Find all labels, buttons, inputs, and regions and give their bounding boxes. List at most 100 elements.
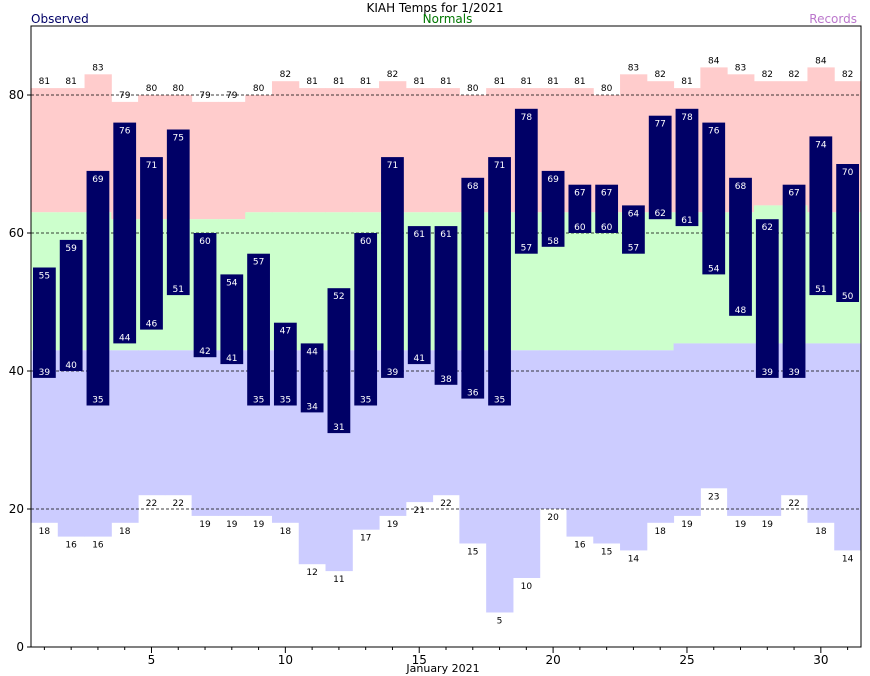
- record-high-label: 82: [654, 70, 665, 80]
- legend-normals-label: Normals: [422, 12, 473, 26]
- observed-high-label: 67: [601, 189, 612, 199]
- observed-bars: [33, 108, 859, 434]
- normal-band: [566, 212, 594, 351]
- observed-low-label: 60: [601, 223, 613, 233]
- legend-observed-label: Observed: [31, 12, 89, 26]
- observed-bar: [381, 157, 404, 378]
- record-low-label: 22: [788, 499, 799, 509]
- record-low-band: [539, 350, 567, 509]
- observed-high-label: 71: [494, 161, 505, 171]
- observed-high-label: 60: [360, 237, 372, 247]
- record-low-band: [727, 343, 755, 516]
- observed-high-label: 76: [708, 127, 720, 137]
- record-low-label: 22: [440, 499, 451, 509]
- x-tick-label: 20: [545, 653, 560, 667]
- record-high-label: 81: [360, 77, 371, 87]
- normal-band: [673, 212, 701, 344]
- record-low-band: [593, 350, 621, 544]
- observed-bar: [193, 233, 217, 358]
- observed-bar: [568, 184, 592, 233]
- record-high-label: 80: [253, 84, 265, 94]
- record-high-label: 81: [39, 77, 50, 87]
- record-low-label: 14: [628, 554, 640, 564]
- record-high-label: 83: [628, 63, 639, 73]
- record-low-band: [673, 343, 701, 516]
- record-low-label: 20: [547, 513, 559, 523]
- record-low-band: [620, 350, 648, 551]
- observed-bar: [33, 267, 56, 378]
- record-low-label: 16: [92, 541, 104, 551]
- observed-high-label: 52: [333, 292, 344, 302]
- observed-bar: [755, 219, 779, 378]
- record-high-band: [31, 88, 59, 213]
- observed-high-label: 61: [440, 230, 451, 240]
- record-high-label: 79: [119, 91, 131, 101]
- observed-bar: [729, 177, 752, 316]
- record-low-band: [57, 350, 86, 537]
- normal-band: [298, 212, 327, 351]
- record-high-label: 81: [65, 77, 76, 87]
- observed-high-label: 69: [92, 175, 104, 185]
- observed-low-label: 39: [387, 368, 399, 378]
- observed-high-label: 44: [306, 347, 318, 357]
- record-low-label: 19: [681, 520, 693, 530]
- record-low-label: 23: [708, 492, 719, 502]
- record-high-label: 79: [226, 91, 238, 101]
- record-low-label: 15: [601, 548, 612, 558]
- record-high-label: 81: [333, 77, 344, 87]
- observed-high-label: 71: [387, 161, 398, 171]
- observed-high-label: 55: [39, 272, 50, 282]
- record-high-label: 80: [146, 84, 158, 94]
- record-low-label: 10: [521, 582, 533, 592]
- observed-low-label: 40: [65, 361, 77, 371]
- observed-low-label: 41: [413, 354, 424, 364]
- observed-high-label: 62: [762, 223, 773, 233]
- observed-bar: [113, 122, 137, 344]
- observed-high-label: 68: [735, 182, 747, 192]
- observed-low-label: 46: [146, 320, 158, 330]
- observed-high-label: 54: [226, 278, 238, 288]
- record-high-band: [405, 88, 434, 213]
- record-low-label: 18: [280, 527, 292, 537]
- observed-low-label: 35: [360, 396, 371, 406]
- record-high-band: [753, 81, 782, 206]
- record-low-label: 22: [146, 499, 157, 509]
- data-labels: 55 39 81 18 59 40 81 16 69 35 83 16 76 44 79 18 71 46 80 22…: [39, 56, 854, 626]
- observed-low-label: 31: [333, 423, 344, 433]
- observed-low-label: 62: [654, 209, 665, 219]
- record-high-label: 80: [467, 84, 479, 94]
- record-low-label: 14: [842, 554, 854, 564]
- record-low-label: 18: [654, 527, 666, 537]
- record-low-label: 19: [199, 520, 211, 530]
- observed-high-label: 71: [146, 161, 157, 171]
- observed-high-label: 60: [199, 237, 211, 247]
- observed-bar: [86, 170, 110, 406]
- observed-high-label: 78: [521, 113, 533, 123]
- record-low-label: 12: [306, 568, 317, 578]
- record-low-label: 16: [574, 541, 586, 551]
- observed-bar: [648, 115, 672, 220]
- observed-low-label: 54: [708, 264, 720, 274]
- normal-band: [593, 212, 621, 351]
- record-high-band: [325, 88, 353, 213]
- observed-bar: [166, 129, 190, 296]
- observed-high-label: 59: [65, 244, 77, 254]
- observed-bar: [541, 170, 565, 247]
- observed-high-label: 78: [681, 113, 693, 123]
- observed-high-label: 64: [628, 209, 640, 219]
- observed-low-label: 60: [574, 223, 586, 233]
- observed-low-label: 58: [547, 237, 559, 247]
- y-tick-label: 40: [9, 364, 24, 378]
- record-low-band: [566, 350, 594, 537]
- record-high-band: [245, 95, 273, 213]
- axes: 0 20 40 60 80 5 10 15 20 25 30 January 2021: [9, 25, 862, 675]
- record-high-label: 84: [708, 56, 720, 66]
- observed-low-label: 35: [253, 396, 264, 406]
- observed-low-label: 50: [842, 292, 854, 302]
- record-high-label: 82: [788, 70, 799, 80]
- observed-bar: [354, 233, 378, 406]
- record-high-band: [298, 88, 327, 213]
- record-high-label: 83: [92, 63, 103, 73]
